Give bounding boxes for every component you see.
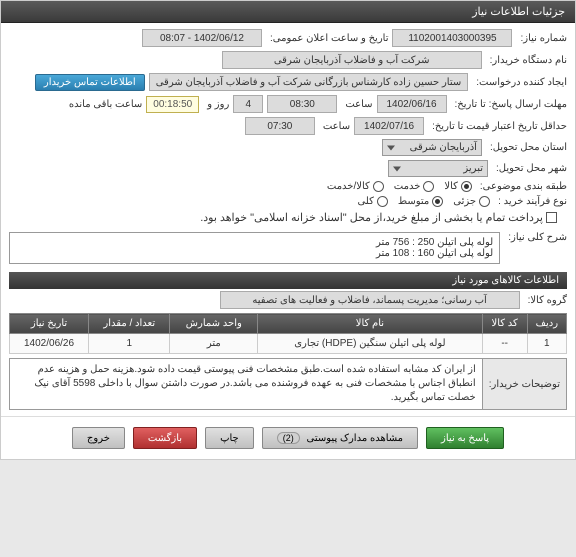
desc-line-2: لوله پلی اتیلن 160 : 108 متر bbox=[16, 248, 493, 259]
goods-section-header: اطلاعات کالاهای مورد نیاز bbox=[9, 272, 567, 289]
buy-type-label: نوع فرآیند خرید : bbox=[494, 196, 567, 207]
province-label: استان محل تحویل: bbox=[486, 142, 567, 153]
days-field: 4 bbox=[233, 95, 263, 113]
announce-field: 1402/06/12 - 08:07 bbox=[142, 29, 262, 47]
th-name: نام کالا bbox=[258, 314, 483, 334]
goods-table: ردیف کد کالا نام کالا واحد شمارش تعداد /… bbox=[9, 313, 567, 354]
panel-title: جزئیات اطلاعات نیاز bbox=[1, 1, 575, 23]
saat-label-1: ساعت bbox=[341, 99, 372, 110]
radio-dot-icon bbox=[432, 196, 443, 207]
countdown-timer: 00:18:50 bbox=[146, 96, 199, 113]
radio-kala[interactable]: کالا bbox=[444, 181, 472, 192]
radio-dot-icon bbox=[377, 196, 388, 207]
desc-label: شرح کلی نیاز: bbox=[504, 228, 567, 243]
td-unit: متر bbox=[170, 334, 258, 354]
checkbox-icon bbox=[546, 212, 557, 223]
th-unit: واحد شمارش bbox=[170, 314, 258, 334]
footer-buttons: پاسخ به نیاز مشاهده مدارک پیوستی (2) چاپ… bbox=[1, 416, 575, 459]
city-label: شهر محل تحویل: bbox=[492, 163, 567, 174]
deadline-label: مهلت ارسال پاسخ: تا تاریخ: bbox=[451, 99, 567, 110]
radio-khedmat[interactable]: خدمت bbox=[394, 181, 435, 192]
org-label: نام دستگاه خریدار: bbox=[486, 55, 567, 66]
treasury-note: پرداخت تمام یا بخشی از مبلغ خرید،از محل … bbox=[200, 211, 543, 224]
radio-jozei[interactable]: جزئی bbox=[453, 196, 490, 207]
th-code: کد کالا bbox=[482, 314, 527, 334]
attach-count-badge: (2) bbox=[277, 432, 300, 444]
radio-koli[interactable]: کلی bbox=[357, 196, 387, 207]
td-date: 1402/06/26 bbox=[10, 334, 89, 354]
need-no-field: 1102001403000395 bbox=[392, 29, 512, 47]
goods-group-label: گروه کالا: bbox=[524, 295, 567, 306]
th-row: ردیف bbox=[527, 314, 566, 334]
radio-dot-icon bbox=[479, 196, 490, 207]
radio-dot-icon bbox=[373, 181, 384, 192]
form-body: شماره نیاز: 1102001403000395 تاریخ و ساع… bbox=[1, 23, 575, 416]
valid-date-field: 1402/07/16 bbox=[354, 117, 424, 135]
back-button[interactable]: بازگشت bbox=[133, 427, 197, 449]
need-no-label: شماره نیاز: bbox=[516, 33, 567, 44]
th-date: تاریخ نیاز bbox=[10, 314, 89, 334]
city-value: تبریز bbox=[463, 163, 483, 174]
group-label: طبقه بندی موضوعی: bbox=[476, 181, 567, 192]
td-qty: 1 bbox=[89, 334, 170, 354]
radio-motavaset[interactable]: متوسط bbox=[398, 196, 443, 207]
buyer-note-label: توضیحات خریدار: bbox=[482, 359, 566, 409]
td-name: لوله پلی اتیلن سنگین (HDPE) تجاری bbox=[258, 334, 483, 354]
valid-label: حداقل تاریخ اعتبار قیمت تا تاریخ: bbox=[428, 121, 567, 132]
buyer-note-text: از ایران کد مشابه استفاده شده است.طبق مش… bbox=[10, 359, 482, 409]
exit-button[interactable]: خروج bbox=[72, 427, 125, 449]
city-dropdown[interactable]: تبریز bbox=[388, 160, 488, 177]
treasury-checkbox-item[interactable]: پرداخت تمام یا بخشی از مبلغ خرید،از محل … bbox=[200, 211, 557, 224]
contact-buyer-button[interactable]: اطلاعات تماس خریدار bbox=[35, 74, 145, 91]
deadline-date-field: 1402/06/16 bbox=[377, 95, 447, 113]
td-code: -- bbox=[482, 334, 527, 354]
radio-dot-icon bbox=[423, 181, 434, 192]
table-header-row: ردیف کد کالا نام کالا واحد شمارش تعداد /… bbox=[10, 314, 567, 334]
announce-label: تاریخ و ساعت اعلان عمومی: bbox=[266, 33, 389, 44]
creator-field: ستار حسین زاده کارشناس بازرگانی شرکت آب … bbox=[149, 73, 469, 91]
goods-group-field: آب رسانی؛ مدیریت پسماند، فاضلاب و فعالیت… bbox=[220, 291, 520, 309]
radio-both[interactable]: کالا/خدمت bbox=[327, 181, 384, 192]
province-dropdown[interactable]: آذربایجان شرقی bbox=[382, 139, 482, 156]
ruz-label: روز و bbox=[203, 99, 229, 110]
org-field: شرکت آب و فاضلاب آذربایجان شرقی bbox=[222, 51, 482, 69]
td-row: 1 bbox=[527, 334, 566, 354]
radio-dot-icon bbox=[461, 181, 472, 192]
province-value: آذربایجان شرقی bbox=[410, 142, 477, 153]
creator-label: ایجاد کننده درخواست: bbox=[472, 77, 567, 88]
saat-label-2: ساعت bbox=[319, 121, 350, 132]
desc-line-1: لوله پلی اتیلن 250 : 756 متر bbox=[16, 237, 493, 248]
th-qty: تعداد / مقدار bbox=[89, 314, 170, 334]
print-button[interactable]: چاپ bbox=[205, 427, 254, 449]
category-radio-group: کالا خدمت کالا/خدمت bbox=[327, 181, 472, 192]
attach-label: مشاهده مدارک پیوستی bbox=[307, 433, 404, 444]
valid-time-field: 07:30 bbox=[245, 117, 315, 135]
description-box: لوله پلی اتیلن 250 : 756 متر لوله پلی ات… bbox=[9, 232, 500, 264]
respond-button[interactable]: پاسخ به نیاز bbox=[426, 427, 504, 449]
table-row[interactable]: 1 -- لوله پلی اتیلن سنگین (HDPE) تجاری م… bbox=[10, 334, 567, 354]
details-panel: جزئیات اطلاعات نیاز شماره نیاز: 11020014… bbox=[0, 0, 576, 460]
buy-type-radio-group: جزئی متوسط کلی bbox=[357, 196, 490, 207]
attachments-button[interactable]: مشاهده مدارک پیوستی (2) bbox=[262, 427, 418, 449]
buyer-note-box: توضیحات خریدار: از ایران کد مشابه استفاد… bbox=[9, 358, 567, 410]
deadline-time-field: 08:30 bbox=[267, 95, 337, 113]
remain-label: ساعت باقی مانده bbox=[65, 99, 142, 110]
